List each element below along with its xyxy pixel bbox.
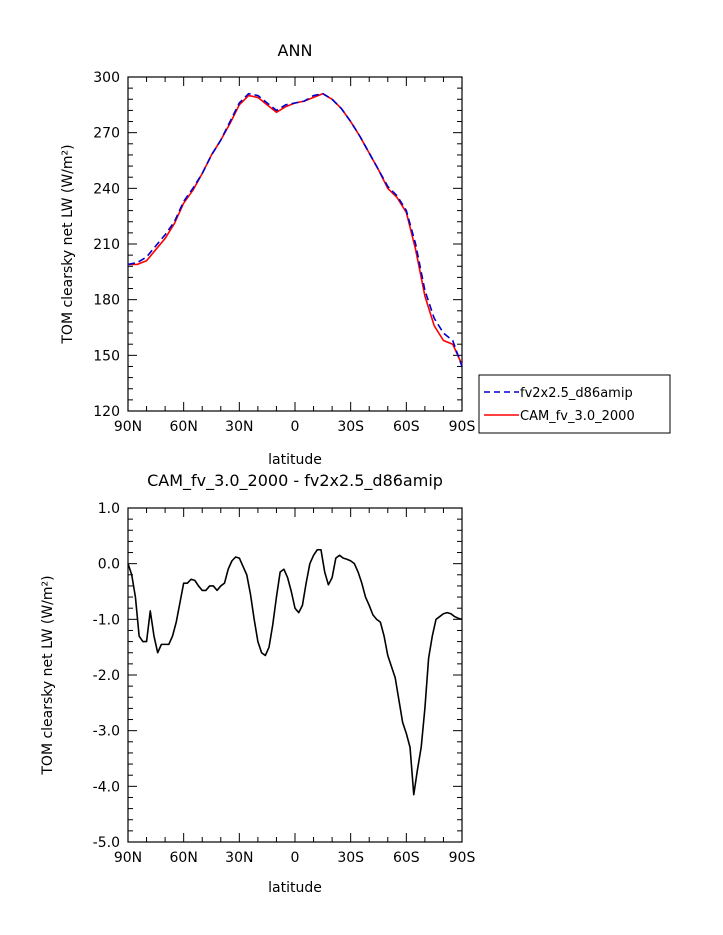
legend-label-1: CAM_fv_3.0_2000	[520, 409, 635, 424]
y-tick-label: -3.0	[93, 724, 120, 740]
x-tick-label: 90N	[114, 850, 142, 866]
x-tick-label: 60S	[393, 850, 420, 866]
y-tick-label: 240	[93, 181, 120, 197]
panel-bottom-ticks: 90N 60N 30N 0 30S 60S 90S -5.0 -4.0 -3.0 -2.0 -1.0 0…	[93, 501, 476, 866]
panel-top-ylabel: TOM clearsky net LW (W/m²)	[60, 144, 76, 344]
panel-top-xlabel: latitude	[268, 452, 322, 468]
y-tick-label: 210	[93, 237, 120, 253]
y-tick-label: 1.0	[98, 501, 120, 517]
x-tick-label: 90S	[449, 419, 476, 435]
x-tick-label: 30N	[225, 419, 253, 435]
x-tick-label: 90N	[114, 419, 142, 435]
x-tick-label: 30N	[225, 850, 253, 866]
panel-top-frame	[127, 76, 463, 412]
panel-bottom-ylabel: TOM clearsky net LW (W/m²)	[40, 575, 56, 775]
y-tick-label: -4.0	[93, 779, 120, 795]
series-line-difference	[127, 548, 463, 796]
legend: fv2x2.5_d86amip CAM_fv_3.0_2000	[478, 374, 671, 434]
x-tick-label: 30S	[337, 850, 364, 866]
x-tick-label: 30S	[337, 419, 364, 435]
y-tick-label: -5.0	[93, 835, 120, 851]
panel-bottom: CAM_fv_3.0_2000 - fv2x2.5_d86amip 90N 60N…	[40, 471, 475, 896]
legend-box	[478, 374, 671, 434]
panel-bottom-title: CAM_fv_3.0_2000 - fv2x2.5_d86amip	[147, 471, 443, 491]
panel-bottom-series	[127, 548, 463, 796]
panel-top: ANN 90N 60N 30N 0 30S 60S 90S 120 150 180 210 240 27…	[60, 41, 475, 468]
x-tick-label: 90S	[449, 850, 476, 866]
y-tick-label: 270	[93, 126, 120, 142]
x-tick-label: 60S	[393, 419, 420, 435]
panel-top-ticks: 90N 60N 30N 0 30S 60S 90S 120 150 180 210 240 270 300	[93, 70, 475, 435]
y-tick-label: -1.0	[93, 612, 120, 628]
y-tick-label: -2.0	[93, 668, 120, 684]
panel-bottom-frame	[127, 507, 463, 843]
y-tick-label: 300	[93, 70, 120, 86]
x-tick-label: 0	[291, 850, 300, 866]
panel-top-series	[127, 92, 463, 367]
y-tick-label: 150	[93, 348, 120, 364]
y-tick-label: 120	[93, 404, 120, 420]
x-tick-label: 60N	[170, 850, 198, 866]
series-line-CAM_fv_3.0_2000	[128, 92, 463, 365]
x-tick-label: 60N	[170, 419, 198, 435]
panel-top-title: ANN	[278, 41, 313, 60]
x-tick-label: 0	[291, 419, 300, 435]
legend-label-0: fv2x2.5_d86amip	[520, 386, 633, 401]
series-line-fv2x2.5_d86amip	[127, 92, 463, 367]
y-tick-label: 0.0	[98, 557, 120, 573]
panel-bottom-xlabel: latitude	[268, 880, 322, 896]
y-tick-label: 180	[93, 293, 120, 309]
